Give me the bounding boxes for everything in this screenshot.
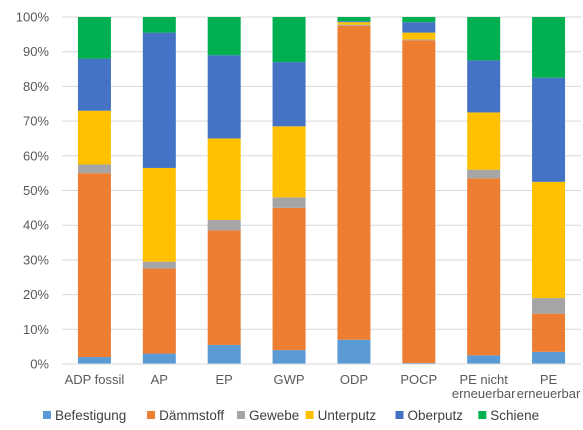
bar-segment-gewebe [467,169,501,179]
x-tick-label: AP [151,372,168,387]
bar-segment-befestigung [532,351,566,364]
gridlines [62,16,581,365]
legend-label: Gewebe [249,408,299,423]
bar-segment-gewebe [272,197,306,208]
legend-swatch-daemmstoff [147,411,156,419]
bar-segment-daemmstoff [402,40,436,363]
bar-segment-oberputz [532,77,566,182]
bar-segment-schiene [142,17,176,33]
x-tick-label: PE nicht [459,372,508,387]
legend-label: Schiene [490,408,539,423]
bar-segment-unterputz [467,112,501,170]
axes: 0% 10% 20% 30% 40% 50% 60% 70% 80% 90% 100% ADP fos… [16,10,581,402]
x-tick-label: ADP fossil [65,372,125,387]
y-tick-label: 100% [16,10,50,25]
legend-label: Oberputz [408,408,464,423]
bar-segment-daemmstoff [532,313,566,352]
bar-segment-gewebe [337,24,371,26]
y-tick-label: 30% [23,252,49,267]
bar-segment-unterputz [402,32,436,40]
y-tick-label: 50% [23,183,49,198]
x-tick-label: erneuerbar [452,386,516,401]
bar-segment-gewebe [207,219,241,231]
bars [77,17,566,364]
bar-segment-oberputz [272,62,306,127]
legend-swatch-schiene [478,411,487,419]
y-tick-label: 0% [30,357,49,372]
bar-segment-oberputz [467,60,501,113]
y-tick-label: 70% [23,114,49,129]
x-tick-label: erneuerbar [517,386,581,401]
y-tick-label: 20% [23,287,49,302]
bar-segment-befestigung [337,339,371,364]
bar-segment-daemmstoff [337,25,371,340]
bar-segment-oberputz [142,32,176,168]
legend-swatch-unterputz [305,411,314,419]
bar-segment-unterputz [77,110,111,165]
y-tick-label: 80% [23,79,49,94]
y-tick-label: 90% [23,44,49,59]
bar-segment-gewebe [142,261,176,269]
x-tick-label: EP [216,372,233,387]
x-tick-label: GWP [274,372,305,387]
legend-label: Befestigung [55,408,126,423]
bar-segment-daemmstoff [272,207,306,351]
bar-segment-gewebe [532,298,566,314]
x-tick-label: POCP [400,372,437,387]
bar-segment-schiene [532,17,566,78]
legend-swatch-gewebe [237,411,245,419]
bar-segment-daemmstoff [142,268,176,354]
bar-segment-befestigung [207,344,241,364]
bar-segment-oberputz [337,21,371,23]
y-tick-label: 10% [23,322,49,337]
bar-segment-oberputz [402,22,436,33]
bar-segment-befestigung [77,357,111,364]
y-tick-label: 60% [23,148,49,163]
legend-label: Unterputz [318,408,377,423]
bar-segment-befestigung [402,362,436,364]
bar-segment-unterputz [142,167,176,262]
bar-segment-unterputz [337,22,371,25]
bar-segment-schiene [77,17,111,59]
bar-segment-schiene [402,17,436,23]
bar-segment-schiene [337,17,371,22]
bar-segment-befestigung [142,353,176,364]
y-tick-label: 40% [23,218,49,233]
bar-segment-schiene [207,17,241,56]
bar-segment-befestigung [467,355,501,364]
bar-segment-schiene [272,17,306,63]
legend: Befestigung Dämmstoff Gewebe Unterputz Oberp… [43,408,539,423]
legend-swatch-befestigung [43,411,51,419]
bar-segment-gewebe [77,164,111,174]
bar-segment-schiene [467,17,501,61]
bar-segment-oberputz [77,58,111,111]
x-tick-label: PE [540,372,558,387]
bar-segment-gewebe [402,39,436,41]
bar-segment-oberputz [207,55,241,139]
legend-label: Dämmstoff [159,408,224,423]
bar-segment-daemmstoff [207,230,241,345]
bar-segment-unterputz [207,138,241,220]
bar-segment-befestigung [272,350,306,364]
bar-segment-daemmstoff [467,178,501,356]
bar-segment-unterputz [272,126,306,198]
bar-segment-unterputz [532,181,566,299]
x-tick-label: ODP [340,372,368,387]
bar-segment-daemmstoff [77,173,111,358]
legend-swatch-oberputz [395,411,404,419]
